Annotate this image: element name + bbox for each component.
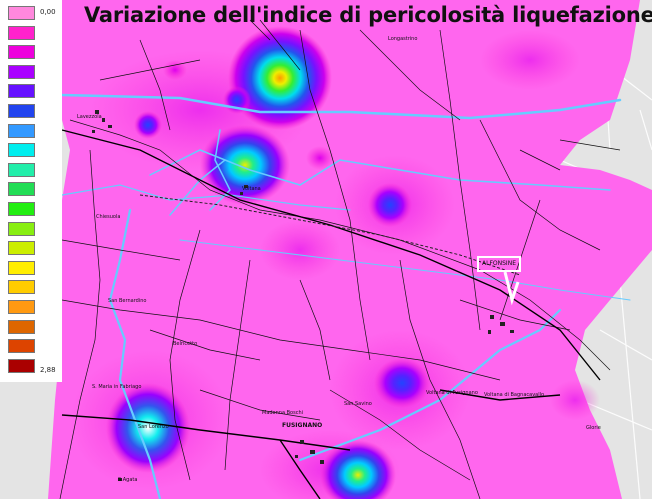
legend-max-label: 2,88 (40, 366, 56, 374)
legend-swatch (8, 280, 35, 295)
legend-swatch (8, 123, 35, 138)
towns (92, 110, 514, 481)
legend-swatch (8, 202, 35, 216)
legend-swatch (8, 6, 35, 20)
place-chiesuola: Chiesuola (96, 214, 121, 220)
place-belricetto: Belricetto (173, 341, 198, 347)
legend-swatch (8, 300, 35, 314)
legend-swatch (8, 84, 35, 99)
legend-swatch (8, 358, 35, 373)
legend-swatch (8, 64, 35, 79)
place-san-lorenzo: San Lorenzo (138, 424, 169, 430)
map-legend (0, 0, 62, 382)
legend-swatch (8, 319, 35, 334)
legend-swatch (8, 260, 35, 275)
legend-min-label: 0,00 (40, 8, 56, 16)
legend-swatch (8, 45, 35, 60)
legend-swatch (8, 241, 35, 256)
legend-swatch (8, 221, 35, 236)
legend-swatch (8, 182, 35, 197)
roads (59, 19, 621, 499)
legend-swatch (8, 104, 35, 118)
railway (139, 194, 521, 276)
place-voltana-bagnacavallo: Voltana di Bagnacavallo (484, 392, 545, 398)
alfonsine-outline (503, 271, 520, 306)
place-glorie: Glorie (586, 425, 601, 431)
legend-swatch (8, 143, 35, 158)
place-san-savino: San Savino (344, 401, 372, 407)
place-alfonsine: ALFONSINE (477, 256, 521, 272)
rivers (60, 93, 631, 499)
legend-swatch (8, 25, 35, 40)
place-s-maria-fabriago: S. Maria in Fabriago (92, 384, 142, 390)
place-voltana: Voltana (242, 186, 261, 192)
place-fusignano: FUSIGNANO (282, 422, 323, 429)
map-title: Variazione dell'indice di pericolosità l… (84, 3, 652, 27)
hazard-hotspots (106, 26, 430, 499)
place-madonna-boschi: Madonna Boschi (262, 410, 304, 416)
place-santagata: S.Agata (118, 477, 138, 483)
legend-swatch (8, 162, 35, 177)
main-roads (61, 129, 601, 499)
place-lavezzola: Lavezzola (77, 114, 102, 120)
place-san-bernardino: San Bernardino (108, 298, 147, 304)
legend-swatch (8, 339, 35, 354)
place-longastrino: Longastrino (388, 36, 418, 42)
place-voltana-fusignano: Voltana di Fusignano (426, 390, 478, 396)
